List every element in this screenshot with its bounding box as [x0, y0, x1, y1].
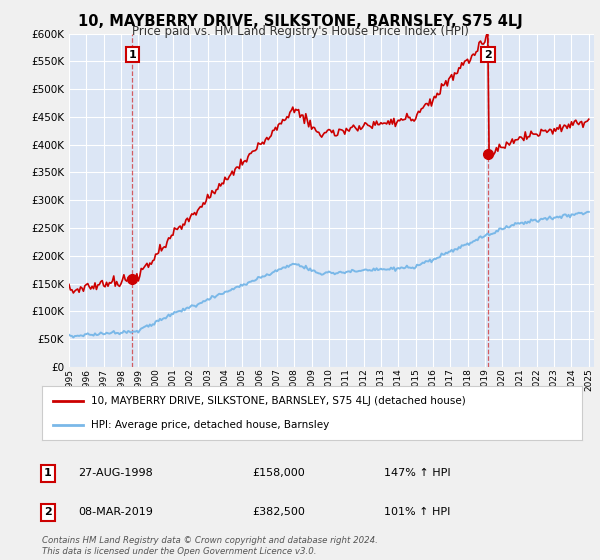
Text: 08-MAR-2019: 08-MAR-2019	[78, 507, 153, 517]
Text: Contains HM Land Registry data © Crown copyright and database right 2024.
This d: Contains HM Land Registry data © Crown c…	[42, 536, 378, 556]
Text: 1: 1	[44, 468, 52, 478]
Text: 2: 2	[484, 50, 492, 60]
Text: 10, MAYBERRY DRIVE, SILKSTONE, BARNSLEY, S75 4LJ: 10, MAYBERRY DRIVE, SILKSTONE, BARNSLEY,…	[77, 14, 523, 29]
Text: Price paid vs. HM Land Registry's House Price Index (HPI): Price paid vs. HM Land Registry's House …	[131, 25, 469, 38]
Text: £382,500: £382,500	[252, 507, 305, 517]
Text: 2: 2	[44, 507, 52, 517]
Text: HPI: Average price, detached house, Barnsley: HPI: Average price, detached house, Barn…	[91, 419, 329, 430]
Text: 1: 1	[128, 50, 136, 60]
Text: 10, MAYBERRY DRIVE, SILKSTONE, BARNSLEY, S75 4LJ (detached house): 10, MAYBERRY DRIVE, SILKSTONE, BARNSLEY,…	[91, 396, 466, 407]
Text: 147% ↑ HPI: 147% ↑ HPI	[384, 468, 451, 478]
Text: £158,000: £158,000	[252, 468, 305, 478]
Text: 101% ↑ HPI: 101% ↑ HPI	[384, 507, 451, 517]
Text: 27-AUG-1998: 27-AUG-1998	[78, 468, 153, 478]
